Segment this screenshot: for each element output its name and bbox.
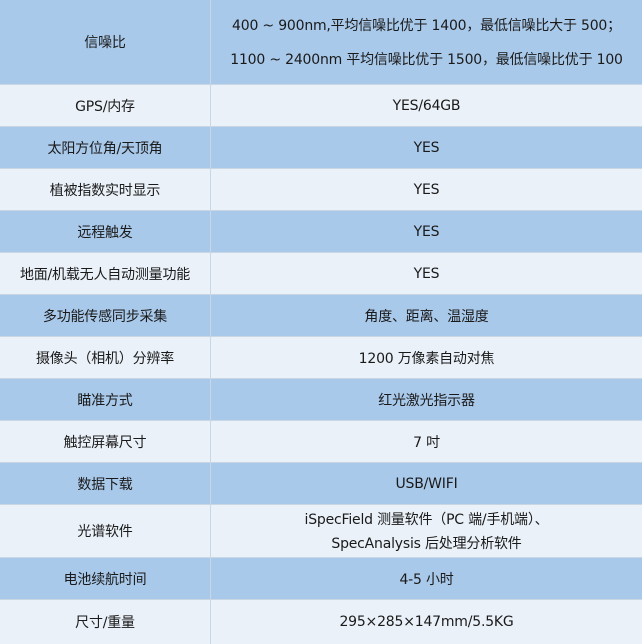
spec-name: 光谱软件 — [0, 505, 211, 557]
spec-name: GPS/内存 — [0, 85, 211, 126]
table-row: 植被指数实时显示 YES — [0, 169, 642, 211]
table-row: 太阳方位角/天顶角 YES — [0, 127, 642, 169]
cell-text: 远程触发 — [77, 224, 133, 241]
table-row: 地面/机载无人自动测量功能 YES — [0, 253, 642, 295]
spec-value: 1200 万像素自动对焦 — [211, 337, 642, 378]
spec-name: 多功能传感同步采集 — [0, 295, 211, 336]
spec-value: 红光激光指示器 — [211, 379, 642, 420]
spec-name: 尺寸/重量 — [0, 600, 211, 644]
spec-value: YES — [211, 169, 642, 210]
cell-text: GPS/内存 — [75, 98, 135, 115]
cell-text: 1100 ~ 2400nm 平均信噪比优于 1500，最低信噪比优于 100 — [230, 52, 623, 69]
table-row: GPS/内存 YES/64GB — [0, 85, 642, 127]
table-row: 触控屏幕尺寸 7 吋 — [0, 421, 642, 463]
cell-text: USB/WIFI — [395, 475, 458, 492]
spec-value: 295×285×147mm/5.5KG — [211, 600, 642, 644]
cell-text: 植被指数实时显示 — [49, 182, 161, 199]
spec-value: iSpecField 测量软件（PC 端/手机端）、 SpecAnalysis 后… — [211, 505, 642, 557]
cell-text: 4-5 小时 — [399, 571, 454, 588]
spec-value: 角度、距离、温湿度 — [211, 295, 642, 336]
cell-text: 瞄准方式 — [77, 392, 133, 409]
spec-value: YES — [211, 211, 642, 252]
spec-value: YES — [211, 127, 642, 168]
cell-text: 295×285×147mm/5.5KG — [339, 614, 514, 630]
cell-text: 400 ~ 900nm,平均信噪比优于 1400，最低信噪比大于 500； — [232, 17, 621, 34]
table-row: 电池续航时间 4-5 小时 — [0, 558, 642, 600]
spec-name: 远程触发 — [0, 211, 211, 252]
spec-name: 触控屏幕尺寸 — [0, 421, 211, 462]
cell-text: YES — [413, 139, 440, 156]
spec-name: 摄像头（相机）分辨率 — [0, 337, 211, 378]
cell-text: YES — [413, 265, 440, 282]
table-row: 摄像头（相机）分辨率 1200 万像素自动对焦 — [0, 337, 642, 379]
cell-text: 角度、距离、温湿度 — [364, 308, 489, 325]
cell-text: 红光激光指示器 — [378, 392, 475, 409]
spec-name: 瞄准方式 — [0, 379, 211, 420]
cell-text: 地面/机载无人自动测量功能 — [19, 266, 191, 283]
cell-text: 多功能传感同步采集 — [42, 308, 168, 325]
cell-text: 数据下载 — [77, 476, 133, 493]
table-row: 尺寸/重量 295×285×147mm/5.5KG — [0, 600, 642, 644]
cell-text: 电池续航时间 — [63, 571, 147, 588]
cell-text: YES — [413, 223, 440, 240]
cell-text: YES — [413, 181, 440, 198]
cell-text: SpecAnalysis 后处理分析软件 — [331, 536, 522, 552]
table-row: 信噪比 400 ~ 900nm,平均信噪比优于 1400，最低信噪比大于 500；… — [0, 0, 642, 85]
table-row: 光谱软件 iSpecField 测量软件（PC 端/手机端）、 SpecAnalys… — [0, 505, 642, 558]
cell-text: YES/64GB — [392, 97, 461, 114]
table-row: 数据下载 USB/WIFI — [0, 463, 642, 505]
cell-text: iSpecField 测量软件（PC 端/手机端）、 — [304, 512, 549, 528]
spec-name: 数据下载 — [0, 463, 211, 504]
table-row: 瞄准方式 红光激光指示器 — [0, 379, 642, 421]
table-row: 远程触发 YES — [0, 211, 642, 253]
spec-name: 信噪比 — [0, 0, 211, 84]
spec-value: 4-5 小时 — [211, 558, 642, 599]
cell-text: 尺寸/重量 — [75, 615, 135, 631]
spec-value: 400 ~ 900nm,平均信噪比优于 1400，最低信噪比大于 500； 110… — [211, 0, 642, 84]
cell-text: 1200 万像素自动对焦 — [358, 350, 495, 367]
spec-name: 电池续航时间 — [0, 558, 211, 599]
cell-text: 7 吋 — [413, 434, 440, 451]
spec-name: 地面/机载无人自动测量功能 — [0, 253, 211, 294]
spec-name: 太阳方位角/天顶角 — [0, 127, 211, 168]
table-row: 多功能传感同步采集 角度、距离、温湿度 — [0, 295, 642, 337]
spec-value: YES/64GB — [211, 85, 642, 126]
cell-text: 信噪比 — [84, 35, 126, 51]
spec-name: 植被指数实时显示 — [0, 169, 211, 210]
cell-text: 太阳方位角/天顶角 — [47, 140, 163, 157]
spec-value: 7 吋 — [211, 421, 642, 462]
cell-text: 摄像头（相机）分辨率 — [36, 350, 174, 367]
cell-text: 光谱软件 — [77, 524, 133, 540]
spec-value: USB/WIFI — [211, 463, 642, 504]
cell-text: 触控屏幕尺寸 — [63, 434, 147, 451]
spec-value: YES — [211, 253, 642, 294]
